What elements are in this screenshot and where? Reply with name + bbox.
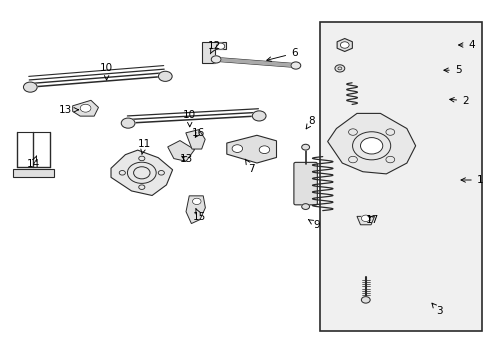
Polygon shape — [185, 196, 205, 224]
Text: 13: 13 — [59, 105, 78, 115]
Text: 9: 9 — [308, 220, 320, 230]
Circle shape — [361, 215, 369, 221]
Circle shape — [121, 118, 135, 128]
Circle shape — [385, 129, 394, 135]
Circle shape — [334, 65, 344, 72]
Text: 12: 12 — [207, 41, 221, 54]
Text: 5: 5 — [443, 65, 461, 75]
Circle shape — [216, 43, 224, 49]
Polygon shape — [111, 150, 172, 195]
Circle shape — [340, 42, 348, 48]
Circle shape — [259, 146, 269, 154]
Text: 10: 10 — [183, 110, 196, 127]
Bar — [320, 22, 481, 331]
Text: 15: 15 — [192, 209, 206, 222]
Text: 2: 2 — [449, 96, 468, 106]
Circle shape — [232, 145, 242, 153]
Text: 17: 17 — [365, 215, 379, 225]
Text: 11: 11 — [137, 139, 151, 154]
Circle shape — [301, 144, 309, 150]
Polygon shape — [226, 135, 276, 163]
Text: 4: 4 — [458, 40, 474, 50]
Polygon shape — [202, 42, 226, 63]
Circle shape — [158, 171, 164, 175]
Circle shape — [348, 129, 357, 135]
Polygon shape — [167, 141, 194, 161]
Circle shape — [211, 56, 221, 63]
Text: 10: 10 — [100, 63, 113, 80]
Circle shape — [252, 111, 265, 121]
Circle shape — [360, 138, 382, 154]
Polygon shape — [185, 130, 205, 149]
Circle shape — [133, 167, 150, 179]
Polygon shape — [73, 100, 98, 116]
Text: 3: 3 — [431, 303, 442, 316]
Polygon shape — [13, 170, 54, 177]
Circle shape — [139, 156, 144, 161]
Circle shape — [352, 132, 390, 160]
Circle shape — [301, 204, 309, 210]
Circle shape — [361, 297, 369, 303]
Circle shape — [290, 62, 300, 69]
Circle shape — [158, 71, 172, 81]
Text: 13: 13 — [180, 154, 193, 164]
Text: 8: 8 — [305, 116, 315, 129]
Circle shape — [385, 156, 394, 163]
Circle shape — [192, 198, 201, 204]
Text: 16: 16 — [191, 128, 204, 138]
Circle shape — [127, 162, 156, 183]
Circle shape — [80, 104, 91, 112]
Circle shape — [119, 171, 125, 175]
Circle shape — [348, 156, 357, 163]
FancyBboxPatch shape — [293, 162, 317, 205]
Text: 6: 6 — [266, 48, 297, 61]
Polygon shape — [327, 113, 415, 174]
Circle shape — [23, 82, 37, 92]
Circle shape — [139, 185, 144, 189]
Polygon shape — [336, 39, 352, 51]
Text: 14: 14 — [26, 156, 40, 169]
Text: 7: 7 — [244, 159, 255, 174]
Polygon shape — [356, 216, 374, 225]
Text: 1: 1 — [460, 175, 483, 185]
